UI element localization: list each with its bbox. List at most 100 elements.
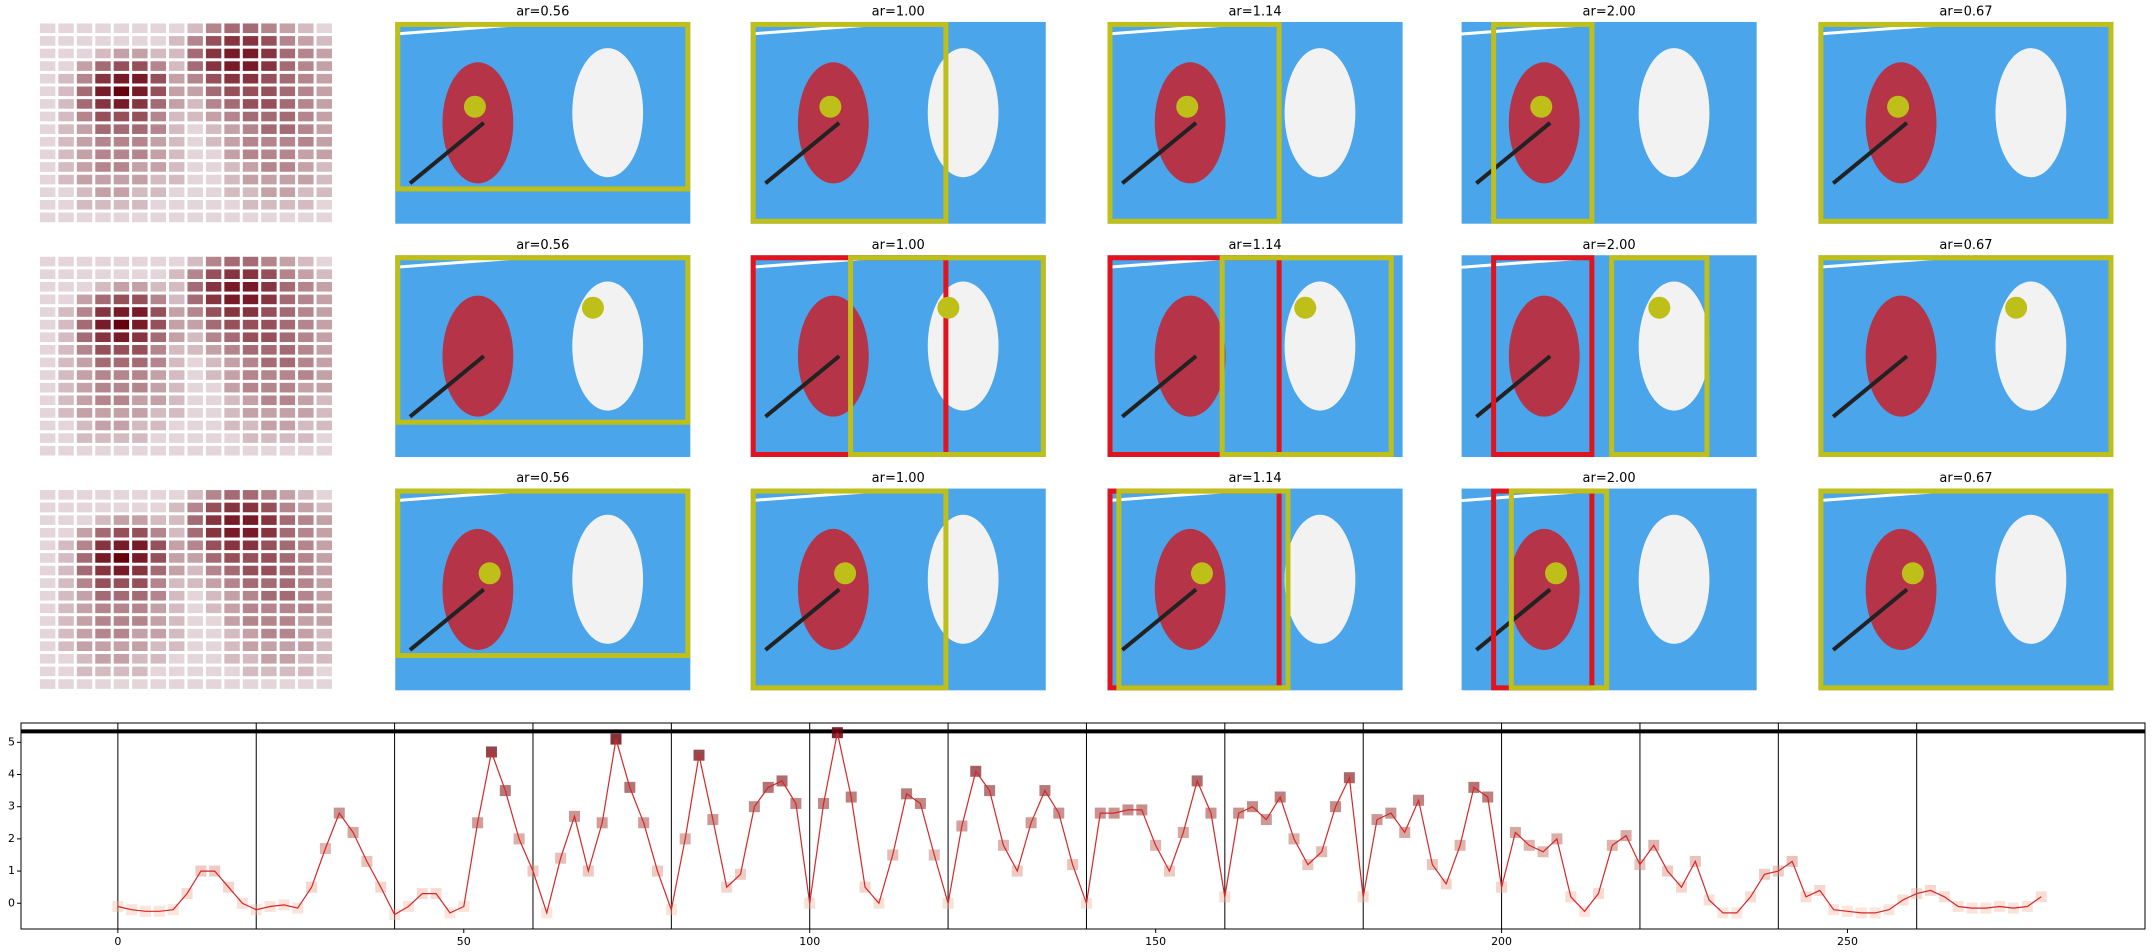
heatmap-cell xyxy=(39,540,56,551)
heatmap-cell xyxy=(76,136,93,147)
heatmap-cell xyxy=(261,578,277,588)
heatmap-cell xyxy=(58,111,74,122)
heatmap-cell xyxy=(316,86,332,97)
heatmap-cell xyxy=(187,99,203,109)
heatmap-cell xyxy=(58,515,74,525)
heatmap-cell xyxy=(205,345,222,355)
heatmap-cell xyxy=(58,73,74,84)
heatmap-cell xyxy=(205,61,222,71)
heatmap-cell xyxy=(39,48,56,59)
heatmap-cell xyxy=(261,603,277,614)
heatmap-cell xyxy=(279,370,296,380)
heatmap-cell xyxy=(169,679,185,689)
heatmap-cell xyxy=(132,61,148,71)
heatmap-cell xyxy=(261,679,277,689)
heatmap-cell xyxy=(298,395,314,406)
heatmap-cell xyxy=(39,578,56,588)
heatmap-cell xyxy=(224,641,240,651)
heatmap-cell xyxy=(298,679,314,689)
heatmap-cell xyxy=(187,502,203,513)
focus-point xyxy=(2005,296,2028,319)
heatmap-cell xyxy=(169,256,185,267)
heatmap-cell xyxy=(58,490,74,500)
heatmap-cell xyxy=(205,578,222,588)
heatmap-cell xyxy=(39,590,56,601)
heatmap-cell xyxy=(261,420,277,431)
heatmap-cell xyxy=(242,395,259,406)
heatmap-cell xyxy=(298,445,314,456)
heatmap-cell xyxy=(224,149,240,160)
heatmap-cell xyxy=(279,187,296,197)
heatmap-cell xyxy=(205,616,222,626)
focus-point xyxy=(1190,562,1213,585)
heatmap-cell xyxy=(169,515,185,525)
heatmap-cell xyxy=(242,99,259,109)
heatmap-cell xyxy=(58,136,74,147)
player-white xyxy=(927,281,999,411)
heatmap-cell xyxy=(58,565,74,576)
heatmap-cell xyxy=(132,212,148,223)
crop-box xyxy=(848,255,1046,458)
heatmap-cell xyxy=(187,136,203,147)
heatmap-cell xyxy=(261,111,277,122)
heatmap-cell xyxy=(205,162,222,172)
heatmap-cell xyxy=(187,332,203,343)
stick xyxy=(764,354,841,419)
heatmap-cell xyxy=(76,149,93,160)
heatmap-cell xyxy=(242,666,259,677)
player-red xyxy=(1865,62,1937,184)
heatmap-cell xyxy=(39,653,56,664)
focus-point xyxy=(937,296,960,319)
heatmap-cell xyxy=(95,420,111,431)
heatmap-cell xyxy=(95,590,111,601)
heatmap-cell xyxy=(113,370,130,380)
heatmap-cell xyxy=(169,345,185,355)
heatmap-cell xyxy=(58,256,74,267)
photo xyxy=(1107,21,1403,224)
heatmap-cell xyxy=(132,666,148,677)
heatmap-cell xyxy=(39,553,56,563)
heatmap-cell xyxy=(58,641,74,651)
heatmap-cell xyxy=(132,281,148,292)
heatmap-cell xyxy=(205,307,222,317)
heatmap-cell xyxy=(242,307,259,317)
stick xyxy=(764,587,841,652)
heatmap-cell xyxy=(261,86,277,97)
heatmap-cell xyxy=(261,256,277,267)
heatmap-cell xyxy=(76,269,93,279)
heatmap-cell xyxy=(187,578,203,588)
focus-point xyxy=(1648,296,1671,319)
panel-title: ar=0.67 xyxy=(1939,4,1992,19)
heatmap-cell xyxy=(58,395,74,406)
heatmap-cell xyxy=(298,99,314,109)
heatmap-cell xyxy=(242,162,259,172)
heatmap-cell xyxy=(242,281,259,292)
image-panel xyxy=(1818,21,2114,224)
heatmap-cell xyxy=(169,641,185,651)
heatmap-cell xyxy=(279,332,296,343)
heatmap-cell xyxy=(150,86,167,97)
heatmap-cell xyxy=(132,23,148,34)
heatmap-cell xyxy=(150,345,167,355)
heatmap-cell xyxy=(261,408,277,418)
heatmap-cell xyxy=(316,61,332,71)
heatmap-cell xyxy=(187,86,203,97)
heatmap-cell xyxy=(39,565,56,576)
heatmap-cell xyxy=(76,307,93,317)
heatmap-cell xyxy=(242,174,259,185)
panel-title: ar=1.14 xyxy=(1228,238,1281,253)
heatmap-cell xyxy=(58,48,74,59)
heatmap-cell xyxy=(187,679,203,689)
heatmap-cell xyxy=(58,666,74,677)
heatmap-cell xyxy=(316,578,332,588)
heatmap-cell xyxy=(298,357,314,368)
heatmap-cell xyxy=(279,395,296,406)
heatmap-cell xyxy=(95,36,111,46)
heatmap-cell xyxy=(298,48,314,59)
heatmap-cell xyxy=(187,553,203,563)
heatmap-cell xyxy=(113,73,130,84)
heatmap-cell xyxy=(261,307,277,317)
heatmap-cell xyxy=(298,61,314,71)
heatmap-cell xyxy=(39,603,56,614)
stick xyxy=(1121,354,1198,419)
